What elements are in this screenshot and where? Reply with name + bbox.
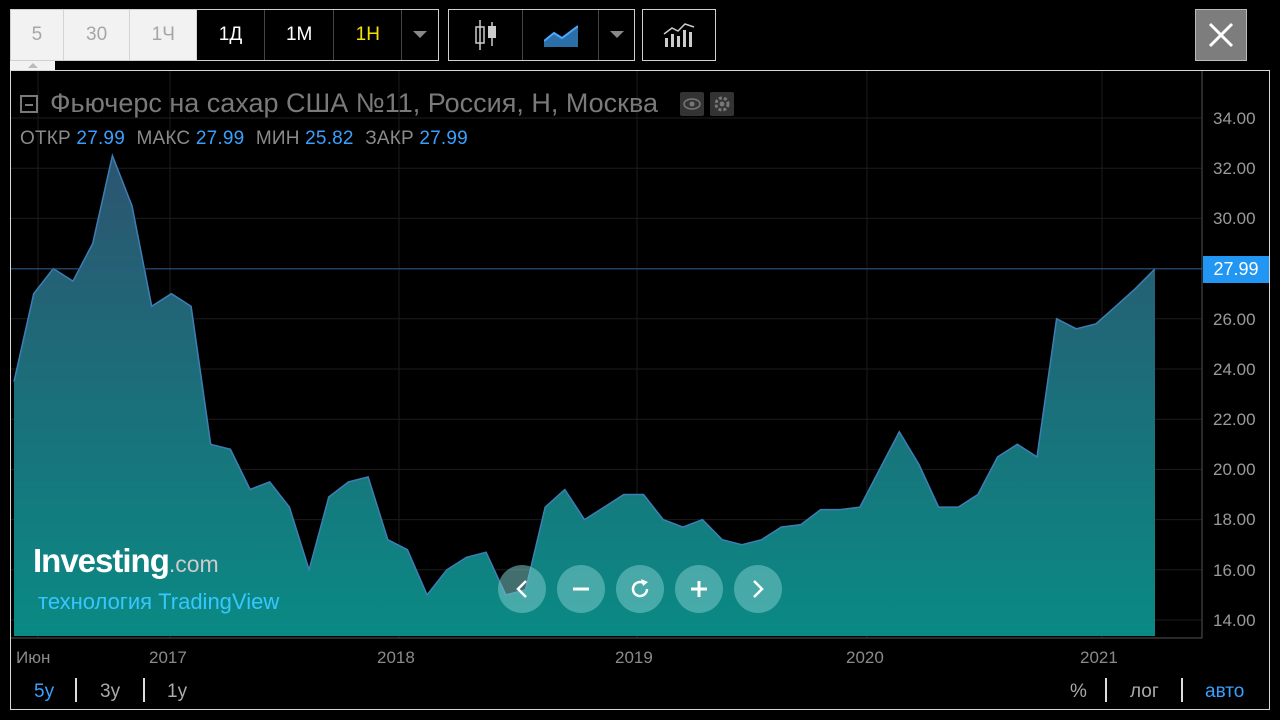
- chevron-right-icon: [753, 580, 764, 598]
- zoom-out-button[interactable]: [557, 565, 605, 613]
- price-tick-label: 34.00: [1213, 109, 1256, 128]
- high-label: МАКС: [136, 128, 191, 149]
- indicators-button[interactable]: [643, 10, 715, 60]
- ohlc-values: ОТКР 27.99 МАКС 27.99 МИН 25.82 ЗАКР 27.…: [20, 128, 474, 150]
- interval-1m-button[interactable]: 1М: [264, 10, 335, 60]
- symbol-title: Фьючерс на сахар США №11, Россия, Н, Мос…: [50, 88, 659, 118]
- log-scale-button[interactable]: лог: [1130, 681, 1159, 702]
- open-value: 27.99: [76, 128, 125, 149]
- indicators-toolbar: [642, 9, 716, 61]
- scroll-left-button[interactable]: [498, 565, 546, 613]
- range-5y-button[interactable]: 5y: [34, 681, 55, 702]
- close-button[interactable]: [1195, 9, 1247, 61]
- minus-icon: [573, 587, 589, 591]
- price-tick-label: 30.00: [1213, 209, 1256, 228]
- candlestick-icon: [474, 20, 496, 50]
- interval-toolbar: 5 30 1Ч 1Д 1М 1Н: [10, 9, 439, 61]
- chevron-down-icon: [609, 31, 624, 38]
- reset-chart-button[interactable]: [616, 565, 664, 613]
- price-tick-label: 32.00: [1213, 159, 1256, 178]
- chevron-down-icon: [413, 31, 428, 38]
- close-icon: [1208, 22, 1234, 48]
- interval-5-button[interactable]: 5: [11, 10, 64, 60]
- low-value: 25.82: [305, 128, 354, 149]
- price-tick-label: 14.00: [1213, 611, 1256, 630]
- range-separator: [143, 678, 145, 702]
- percent-scale-button[interactable]: %: [1070, 681, 1087, 702]
- toolbar-pointer: [10, 61, 55, 70]
- close-label: ЗАКР: [365, 128, 414, 149]
- chevron-left-icon: [516, 580, 527, 598]
- gear-icon[interactable]: [710, 91, 735, 116]
- zoom-in-button[interactable]: [675, 565, 723, 613]
- area-chart-icon: [543, 25, 578, 47]
- low-label: МИН: [255, 128, 300, 149]
- scale-separator: [1105, 678, 1107, 702]
- interval-1d-button[interactable]: 1Д: [197, 10, 265, 60]
- chart-style-toolbar: [448, 9, 635, 61]
- interval-1h-button[interactable]: 1Ч: [130, 10, 198, 60]
- time-tick-label: 2017: [149, 648, 187, 667]
- time-tick-label: Июн: [16, 648, 51, 667]
- interval-dropdown-button[interactable]: [402, 10, 438, 60]
- interval-1w-button[interactable]: 1Н: [334, 10, 403, 60]
- eye-icon[interactable]: [680, 91, 705, 116]
- time-tick-label: 2018: [377, 648, 415, 667]
- scale-separator: [1181, 678, 1183, 702]
- price-tick-label: 20.00: [1213, 460, 1256, 479]
- chart-series-line: [13, 153, 1156, 597]
- investing-logo: Investing.com: [33, 542, 219, 579]
- price-tick-label: 22.00: [1213, 410, 1256, 429]
- last-price-badge: 27.99: [1203, 256, 1269, 283]
- high-value: 27.99: [195, 128, 245, 149]
- interval-30-button[interactable]: 30: [63, 10, 131, 60]
- chart-style-dropdown-button[interactable]: [599, 10, 634, 60]
- tradingview-credit: технология TradingView: [38, 589, 280, 614]
- chart-legend: Фьючерс на сахар США №11, Россия, Н, Мос…: [20, 88, 735, 119]
- refresh-icon: [631, 579, 649, 598]
- range-separator: [75, 678, 77, 702]
- chart-area-fill: [14, 155, 1155, 636]
- range-3y-button[interactable]: 3y: [100, 681, 121, 702]
- scroll-right-button[interactable]: [734, 565, 782, 613]
- indicators-icon: [663, 23, 695, 47]
- close-value: 27.99: [419, 128, 468, 149]
- open-label: ОТКР: [20, 128, 71, 149]
- time-tick-label: 2021: [1080, 648, 1118, 667]
- collapse-legend-icon[interactable]: [20, 94, 38, 113]
- auto-scale-button[interactable]: авто: [1205, 681, 1245, 702]
- candles-style-button[interactable]: [449, 10, 523, 60]
- price-tick-label: 16.00: [1213, 561, 1256, 580]
- price-tick-label: 18.00: [1213, 510, 1256, 529]
- plus-icon: [691, 581, 707, 597]
- range-1y-button[interactable]: 1y: [167, 681, 188, 702]
- time-tick-label: 2019: [615, 648, 653, 667]
- area-style-button[interactable]: [523, 10, 599, 60]
- price-tick-label: 24.00: [1213, 360, 1256, 379]
- price-tick-label: 26.00: [1213, 310, 1256, 329]
- time-tick-label: 2020: [846, 648, 884, 667]
- chart-frame: [10, 70, 1270, 710]
